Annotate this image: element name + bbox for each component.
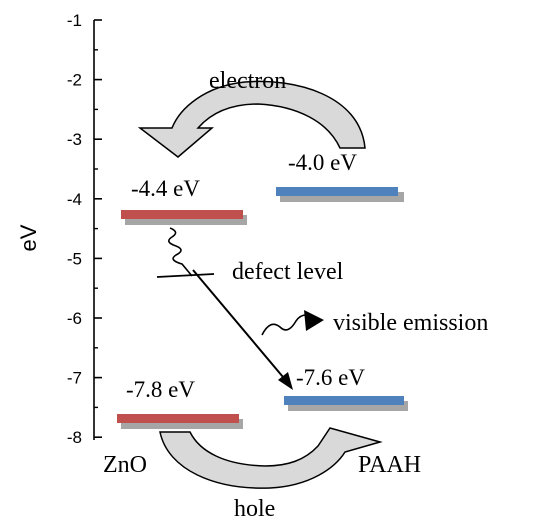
y-axis-label: eV	[16, 224, 41, 251]
y-axis: -1 -2 -3 -4 -5 -6 -7 -8 eV	[16, 11, 102, 447]
y-tick-label: -8	[67, 428, 82, 447]
zno-valence-band	[117, 414, 243, 429]
y-tick-label: -3	[67, 130, 82, 149]
electron-label: electron	[209, 68, 286, 94]
defect-level-label: defect level	[232, 259, 344, 285]
zno-vb-label: -7.8 eV	[126, 377, 195, 402]
electron-transfer-arrow	[137, 80, 366, 158]
hole-transfer-arrow	[159, 427, 383, 489]
paah-vb-label: -7.6 eV	[296, 365, 365, 390]
zno-cb-label: -4.4 eV	[131, 176, 200, 201]
zno-label: ZnO	[103, 452, 147, 478]
paah-valence-band	[284, 396, 408, 411]
y-tick-label: -1	[67, 11, 82, 30]
zno-conduction-band	[121, 210, 247, 225]
y-tick-label: -7	[67, 369, 82, 388]
defect-transition	[156, 227, 293, 390]
paah-conduction-band	[276, 187, 404, 202]
y-tick-label: -2	[67, 71, 82, 90]
y-tick-label: -6	[67, 309, 82, 328]
hole-label: hole	[234, 496, 275, 522]
y-tick-label: -4	[67, 190, 82, 209]
visible-emission-arrow	[261, 310, 324, 336]
paah-label: PAAH	[358, 452, 421, 478]
y-tick-label: -5	[67, 249, 82, 268]
visible-emission-label: visible emission	[333, 310, 488, 336]
paah-cb-label: -4.0 eV	[288, 150, 357, 175]
